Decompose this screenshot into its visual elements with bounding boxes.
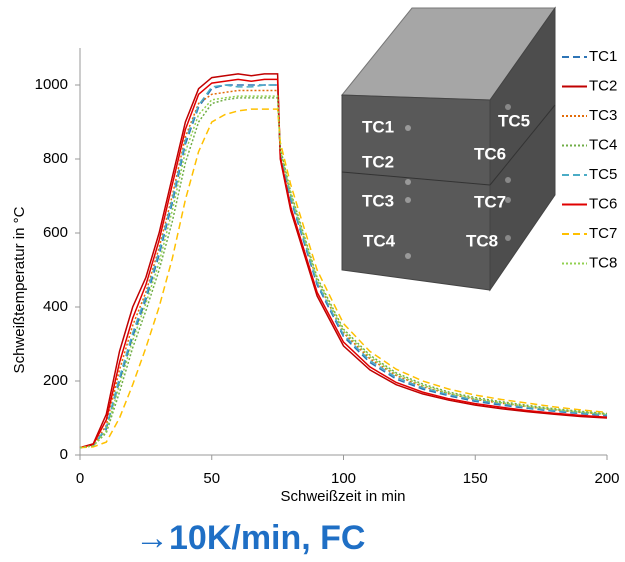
x-tick-label: 150 — [463, 470, 488, 487]
hole — [505, 235, 511, 241]
hole — [405, 197, 411, 203]
chart: TC1 TC5 TC2 TC6 TC3 TC7 TC4 TC8 Schweißz… — [0, 0, 625, 562]
x-axis-label: Schweißzeit in min — [280, 488, 405, 505]
inset-block: TC1 TC5 TC2 TC6 TC3 TC7 TC4 TC8 — [342, 8, 555, 290]
x-tick-label: 200 — [594, 470, 619, 487]
hole — [405, 179, 411, 185]
tc-label: TC5 — [498, 111, 530, 130]
hole — [505, 104, 511, 110]
tc-label: TC6 — [474, 144, 506, 163]
tc-label: TC3 — [362, 191, 394, 210]
y-tick-label: 600 — [43, 224, 68, 241]
y-tick-label: 200 — [43, 372, 68, 389]
legend-label: TC7 — [589, 225, 617, 242]
legend-label: TC1 — [589, 48, 617, 65]
legend-label: TC5 — [589, 166, 617, 183]
legend-label: TC2 — [589, 77, 617, 94]
legend-label: TC4 — [589, 136, 617, 153]
tc-label: TC8 — [466, 231, 498, 250]
hole — [505, 177, 511, 183]
tc-label: TC4 — [363, 231, 396, 250]
y-tick-label: 400 — [43, 298, 68, 315]
x-tick-label: 0 — [76, 470, 84, 487]
y-tick-label: 1000 — [35, 76, 68, 93]
legend-label: TC3 — [589, 107, 617, 124]
x-tick-label: 50 — [203, 470, 220, 487]
legend-label: TC8 — [589, 254, 617, 271]
x-tick-label: 100 — [331, 470, 356, 487]
hole — [405, 125, 411, 131]
caption: →10K/min, FC — [135, 519, 365, 557]
y-tick-label: 0 — [60, 446, 68, 463]
tc-label: TC7 — [474, 192, 506, 211]
tc-label: TC1 — [362, 117, 394, 136]
legend-label: TC6 — [589, 195, 617, 212]
y-tick-label: 800 — [43, 150, 68, 167]
hole — [405, 253, 411, 259]
tc-label: TC2 — [362, 152, 394, 171]
y-axis-label: Schweißtemperatur in °C — [11, 206, 28, 373]
